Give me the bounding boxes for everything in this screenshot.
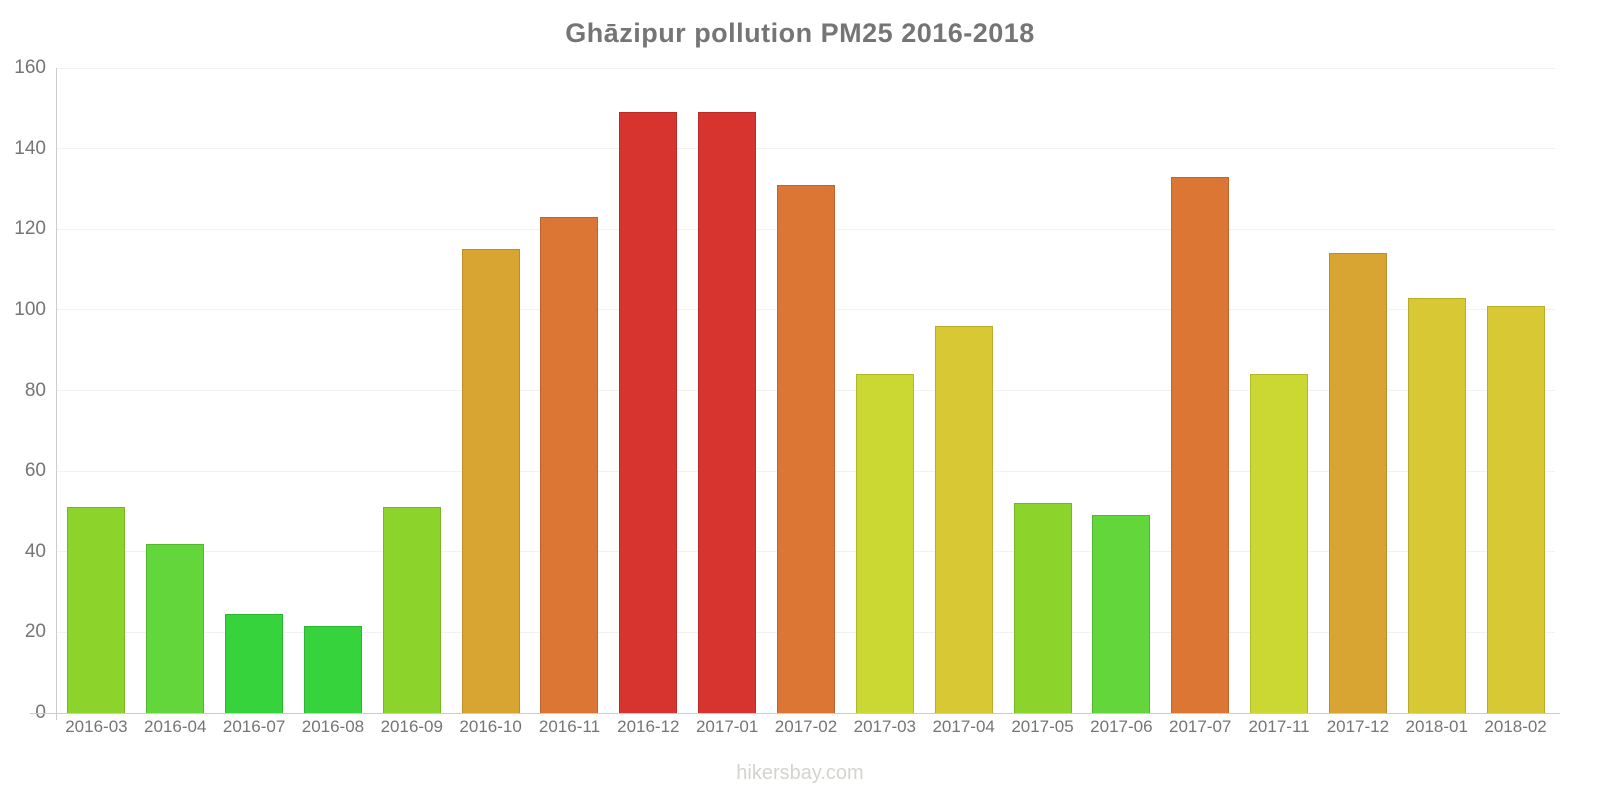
bar-2017-06[interactable]: [1092, 515, 1151, 713]
bar-2017-12[interactable]: [1328, 253, 1387, 713]
bar-2017-11[interactable]: [1250, 374, 1309, 713]
x-tick-label-2017-12: 2017-12: [1326, 717, 1390, 736]
y-tick-label-0: 0: [0, 703, 46, 723]
y-tick-label-40: 40: [24, 540, 46, 562]
y-tick-label-120: 120: [14, 218, 46, 240]
x-tick-label-2017-05: 2017-05: [1011, 717, 1074, 736]
bar-2017-01[interactable]: [698, 112, 757, 713]
bar-2017-07[interactable]: [1171, 176, 1230, 713]
plot-area: [57, 67, 1555, 713]
x-tick-label-2016-08: 2016-08: [301, 717, 365, 736]
x-tick-label-2018-01: 2018-01: [1405, 717, 1468, 736]
x-axis-line: [30, 713, 1560, 714]
bar-2016-10[interactable]: [461, 249, 520, 713]
y-tick-label-20: 20: [24, 621, 46, 643]
watermark-text: hikersbay.com: [736, 762, 864, 784]
x-tick-label-2016-04: 2016-04: [144, 717, 207, 736]
x-tick-label-2016-12: 2016-12: [617, 717, 680, 736]
y-tick-label-80: 80: [24, 379, 46, 401]
y-tick-label-160: 160: [14, 57, 46, 78]
bar-2018-01[interactable]: [1407, 297, 1466, 713]
x-tick-label-2016-03: 2016-03: [65, 717, 128, 736]
bar-2016-12[interactable]: [619, 112, 678, 713]
x-tick-label-2017-03: 2017-03: [853, 717, 917, 736]
y-axis-line: [56, 68, 57, 720]
x-tick-label-2017-06: 2017-06: [1090, 717, 1153, 736]
y-axis: 0 20 40 60 80 100 120 140 160: [0, 58, 46, 723]
y-tick-label-140: 140: [14, 137, 46, 159]
x-tick-label-2016-11: 2016-11: [538, 717, 601, 736]
x-tick-label-2016-07: 2016-07: [222, 717, 286, 736]
bar-2017-03[interactable]: [855, 374, 914, 713]
x-tick-label-2016-09: 2016-09: [380, 717, 443, 736]
x-tick-label-2017-04: 2017-04: [932, 717, 995, 736]
bar-2016-09[interactable]: [382, 507, 441, 713]
y-tick-label-100: 100: [14, 298, 46, 320]
bar-2017-02[interactable]: [777, 184, 835, 713]
bar-2018-02[interactable]: [1486, 305, 1545, 713]
chart-title: Ghāzipur pollution PM25 2016-2018: [565, 18, 1035, 48]
bar-2016-07[interactable]: [225, 614, 284, 713]
x-tick-label-2017-11: 2017-11: [1248, 717, 1310, 736]
bar-2016-04[interactable]: [146, 543, 205, 713]
bar-2016-08[interactable]: [303, 626, 362, 713]
y-tick-label-60: 60: [24, 460, 46, 482]
x-tick-label-2017-01: 2017-01: [695, 717, 759, 736]
gridline-y-160: [57, 67, 1555, 69]
x-tick-label-2016-10: 2016-10: [459, 717, 522, 736]
x-tick-label-2017-02: 2017-02: [774, 717, 838, 736]
gridline-y-140: [57, 148, 1555, 150]
bar-2017-05[interactable]: [1013, 503, 1072, 713]
x-axis: 2016-03 2016-04 2016-07 2016-08 2016-09 2016-…: [57, 716, 1555, 740]
bar-2017-04[interactable]: [934, 326, 993, 713]
bar-2016-03[interactable]: [67, 507, 126, 713]
bar-2016-11[interactable]: [540, 217, 599, 713]
x-tick-label-2018-02: 2018-02: [1484, 717, 1547, 736]
x-tick-label-2017-07: 2017-07: [1169, 717, 1232, 736]
